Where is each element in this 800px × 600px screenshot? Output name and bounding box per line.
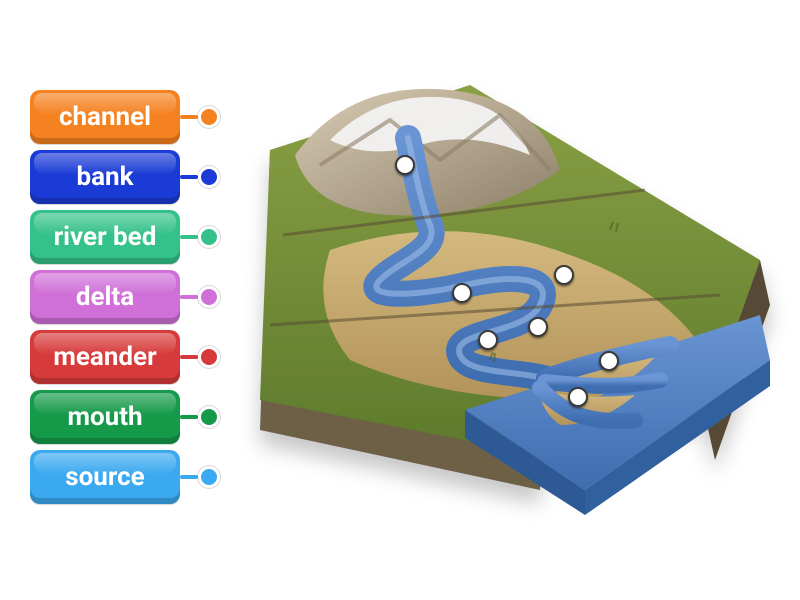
label-row: meander [30,330,220,384]
activity-stage: channel bank river bed delta meander [0,0,800,600]
connector [180,415,198,419]
label-chip-meander[interactable]: meander [30,330,180,384]
pin-icon[interactable] [198,166,220,188]
label-chip-delta[interactable]: delta [30,270,180,324]
target-channel[interactable] [478,330,498,350]
label-chip-source[interactable]: source [30,450,180,504]
target-source[interactable] [395,155,415,175]
label-chip-bank[interactable]: bank [30,150,180,204]
connector [180,475,198,479]
label-row: bank [30,150,220,204]
connector [180,235,198,239]
target-bed[interactable] [528,317,548,337]
label-row: delta [30,270,220,324]
target-delta[interactable] [599,351,619,371]
label-chip-mouth[interactable]: mouth [30,390,180,444]
label-row: river bed [30,210,220,264]
connector [180,175,198,179]
pin-icon[interactable] [198,406,220,428]
label-row: source [30,450,220,504]
label-chip-riverbed[interactable]: river bed [30,210,180,264]
pin-icon[interactable] [198,466,220,488]
target-bank[interactable] [554,265,574,285]
pin-icon[interactable] [198,226,220,248]
pin-icon[interactable] [198,346,220,368]
river-diagram [240,60,780,540]
label-chip-channel[interactable]: channel [30,90,180,144]
pin-icon[interactable] [198,286,220,308]
target-meander[interactable] [452,283,472,303]
connector [180,295,198,299]
river-diagram-svg [240,60,780,540]
connector [180,115,198,119]
target-mouth[interactable] [568,387,588,407]
label-row: channel [30,90,220,144]
connector [180,355,198,359]
label-row: mouth [30,390,220,444]
label-column: channel bank river bed delta meander [30,90,220,510]
pin-icon[interactable] [198,106,220,128]
